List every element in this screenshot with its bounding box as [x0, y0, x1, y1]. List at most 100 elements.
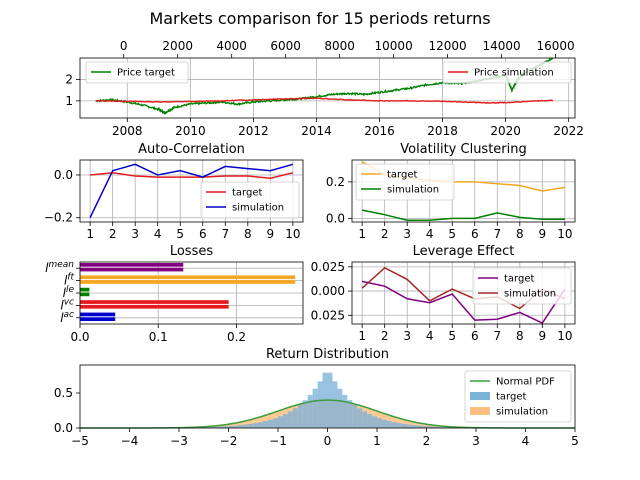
- price-right-legend-box: [442, 61, 572, 84]
- distribution-bar-target: [362, 411, 368, 428]
- autocorr-xtick-label-5: 6: [199, 227, 207, 241]
- distribution-bar-target: [436, 426, 442, 428]
- price-xtick-label-7: 2022: [553, 124, 584, 138]
- price-xtick-label-4: 2016: [364, 124, 395, 138]
- volatility-ytick-label-0: 0.0: [326, 211, 345, 225]
- distribution-bar-target: [337, 388, 343, 428]
- distribution-bar-target: [233, 425, 239, 428]
- losses-bar-target-0: [80, 262, 184, 267]
- distribution-xtick-label-5: 0: [324, 434, 332, 448]
- distribution-bar-target: [312, 388, 318, 428]
- losses-bar-simulation-0: [80, 267, 184, 272]
- distribution-bar-target: [411, 425, 417, 428]
- distribution-bar-target: [263, 421, 269, 428]
- volatility-legend-label-1: simulation: [387, 185, 439, 196]
- distribution-bar-simulation: [238, 421, 244, 428]
- volatility-xtick-label-7: 8: [516, 227, 524, 241]
- distribution-bar-target: [248, 423, 254, 428]
- losses-ytick-label-sup-4: ac: [64, 310, 75, 320]
- distribution-bar-target: [342, 394, 348, 428]
- distribution-xtick-label-4: −1: [269, 434, 287, 448]
- volatility-legend-label-0: target: [387, 170, 417, 181]
- autocorr-xtick-label-4: 5: [176, 227, 184, 241]
- distribution-bar-target: [218, 426, 224, 428]
- distribution-bar-target: [401, 423, 407, 428]
- leverage-ytick-label-0: 0.025: [311, 260, 345, 274]
- distribution-xtick-label-3: −2: [220, 434, 238, 448]
- losses-ytick-label-sup-3: vc: [64, 297, 74, 307]
- distribution-bar-target: [421, 425, 427, 428]
- distribution-xtick-label-2: −3: [170, 434, 188, 448]
- distribution-bar-target: [332, 381, 338, 428]
- distribution-bar-target: [381, 419, 387, 428]
- price-toptick-label-6: 12000: [429, 39, 467, 53]
- distribution-bar-target: [431, 426, 437, 428]
- price-toptick-label-4: 8000: [324, 39, 355, 53]
- distribution-bar-simulation: [411, 421, 417, 428]
- leverage-xtick-label-2: 3: [403, 329, 411, 343]
- leverage-xtick-label-5: 6: [471, 329, 479, 343]
- price-xtick-label-0: 2008: [112, 124, 143, 138]
- distribution-bar-target: [208, 426, 214, 428]
- autocorr-legend-label-0: target: [232, 188, 262, 199]
- losses-ytick-label-sup-1: ft: [67, 273, 74, 283]
- distribution-bar-target: [416, 425, 422, 428]
- autocorr-xtick-label-2: 3: [131, 227, 139, 241]
- volatility-xtick-label-5: 6: [471, 227, 479, 241]
- distribution-bar-simulation: [401, 419, 407, 428]
- distribution-legend-label-1: target: [496, 392, 526, 403]
- distribution-bar-target: [372, 416, 377, 428]
- distribution-bar-target: [446, 427, 452, 428]
- leverage-xtick-label-8: 9: [539, 329, 547, 343]
- leverage-xtick-label-6: 7: [493, 329, 501, 343]
- volatility-xtick-label-4: 5: [448, 227, 456, 241]
- leverage-legend-label-1: simulation: [504, 289, 556, 300]
- autocorr-series-target: [90, 172, 294, 179]
- distribution-xtick-label-10: 5: [571, 434, 579, 448]
- losses-bar-target-1: [80, 275, 296, 280]
- autocorr-xtick-label-8: 9: [267, 227, 275, 241]
- distribution-bar-simulation: [406, 420, 412, 428]
- distribution-bar-simulation: [243, 420, 249, 428]
- distribution-bar-target: [292, 408, 298, 428]
- price-series-1: [95, 97, 554, 104]
- distribution-bar-target: [406, 424, 412, 428]
- distribution-bar-target: [282, 414, 288, 428]
- price-xtick-label-2: 2012: [238, 124, 269, 138]
- losses-xtick-label-1: 0.1: [149, 330, 168, 344]
- losses-bar-target-4: [80, 312, 116, 317]
- distribution-ytick-label-0: 0.0: [54, 421, 73, 435]
- price-xtick-label-3: 2014: [301, 124, 332, 138]
- distribution-bar-target: [203, 427, 209, 428]
- price-toptick-label-1: 2000: [162, 39, 193, 53]
- distribution-bar-target: [391, 422, 397, 428]
- leverage-xtick-label-3: 4: [426, 329, 434, 343]
- price-xtick-label-1: 2010: [175, 124, 206, 138]
- price-toptick-label-0: 0: [120, 39, 128, 53]
- losses-ytick-label-3: lvc: [60, 297, 74, 312]
- distribution-bar-target: [426, 426, 432, 428]
- distribution-bar-target: [228, 425, 234, 428]
- distribution-bar-target: [377, 418, 382, 428]
- distribution-bar-target: [287, 411, 293, 428]
- volatility-xtick-label-1: 2: [381, 227, 389, 241]
- distribution-bar-target: [317, 381, 323, 428]
- losses-xtick-label-2: 0.2: [227, 330, 246, 344]
- distribution-legend-label-0: Normal PDF: [496, 377, 555, 388]
- distribution-frame: [79, 364, 576, 429]
- volatility-frame: [351, 159, 576, 223]
- autocorr-xtick-label-3: 4: [154, 227, 162, 241]
- volatility-xtick-label-0: 1: [358, 227, 366, 241]
- leverage-xtick-label-9: 10: [557, 329, 572, 343]
- price-chart: 2008 2010 2012 2014 2016 2018 2020 2022 0 2000 400…: [65, 39, 584, 138]
- price-toptick-label-2: 4000: [216, 39, 247, 53]
- leverage-frame: [351, 261, 576, 325]
- leverage-ytick-label-1: 0.000: [311, 284, 345, 298]
- losses-ytick-label-base-4: l: [60, 311, 64, 325]
- distribution-bar-target: [367, 414, 373, 428]
- distribution-bar-simulation: [233, 422, 239, 428]
- return-distribution-chart: −5 −4 −3 −2 −1 0 1 2 3 4 5 0.0 0.5 Return Distributio…: [54, 347, 579, 448]
